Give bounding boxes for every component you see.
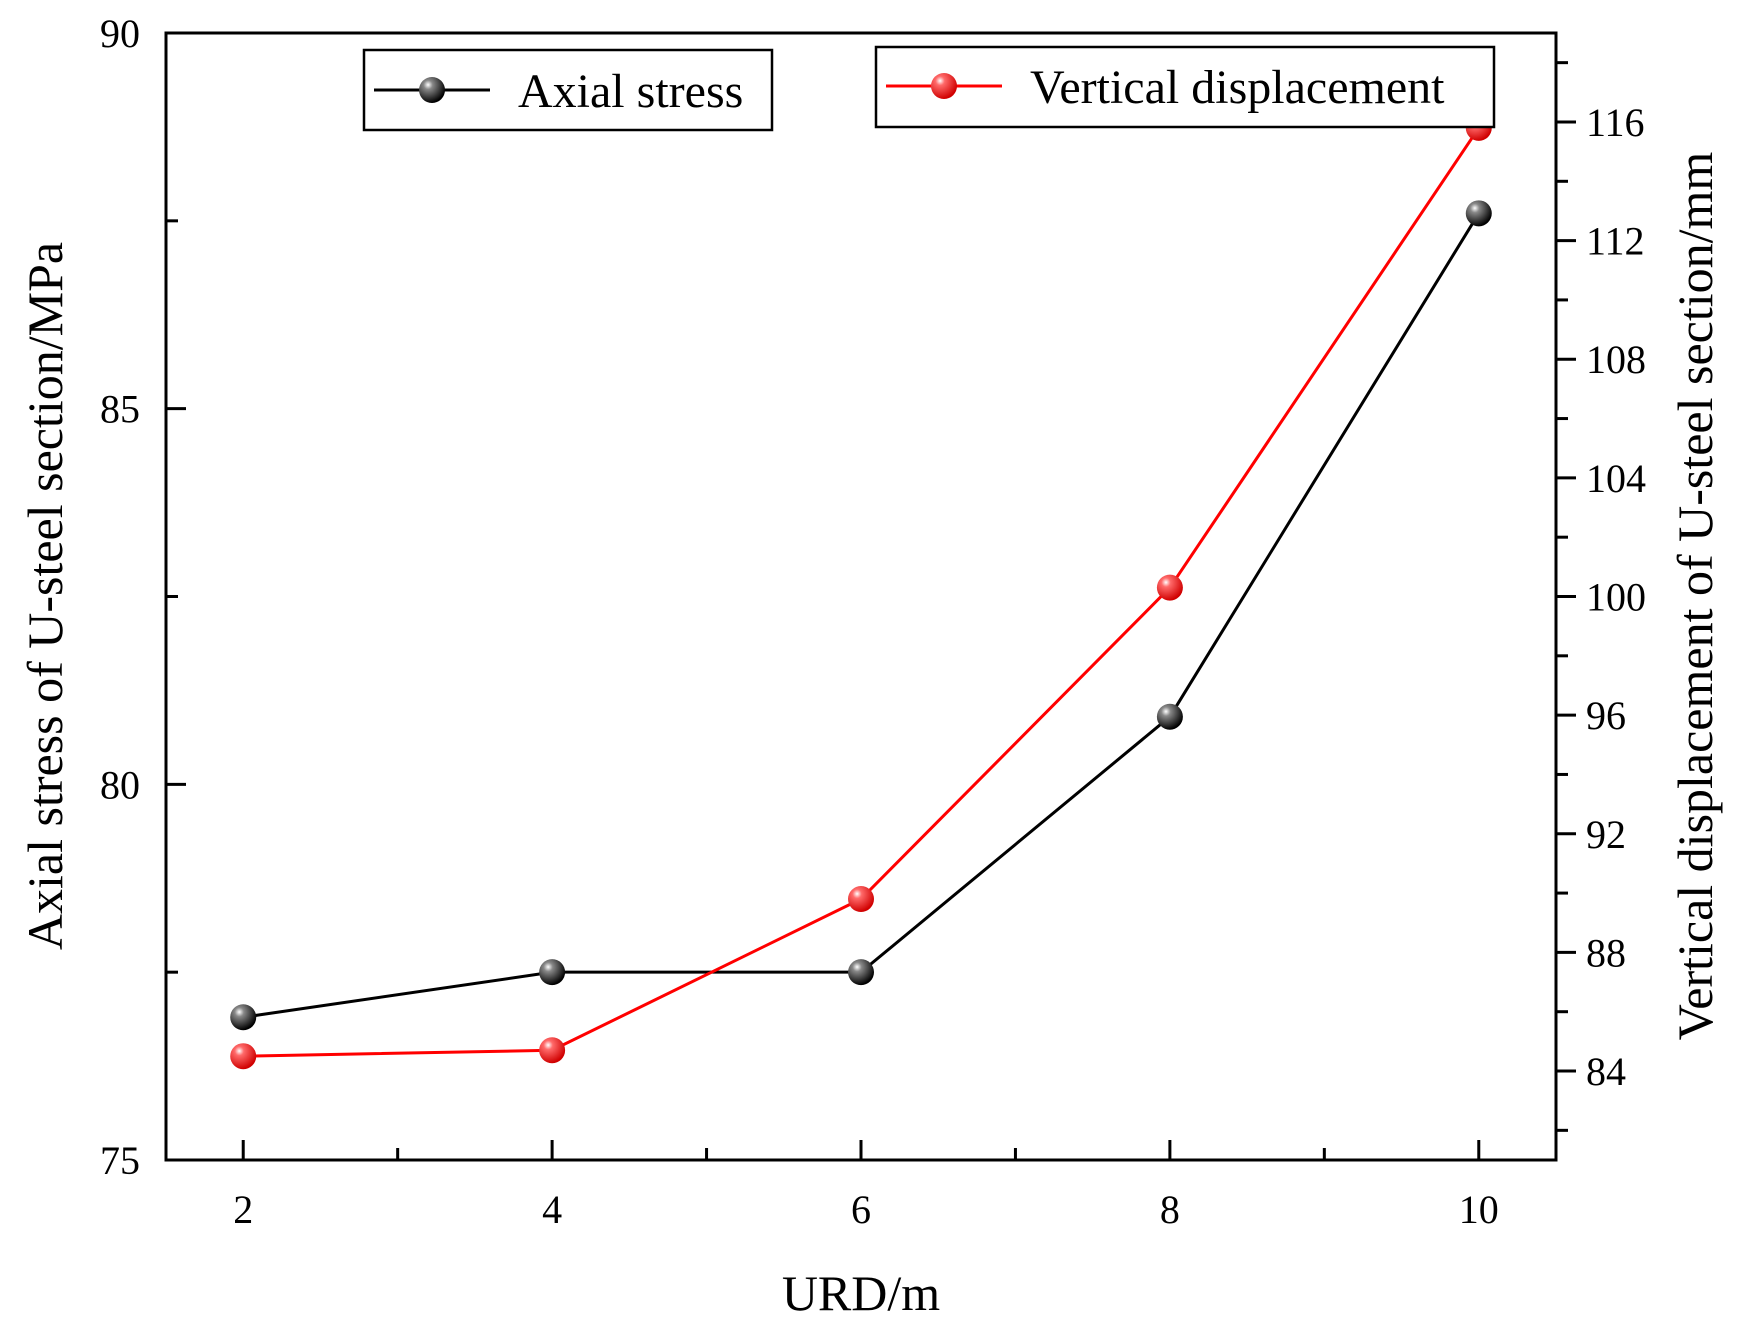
y2-tick-label: 88 — [1586, 930, 1626, 975]
data-point-vertical-displacement-2 — [230, 1043, 257, 1070]
x-tick-label: 10 — [1459, 1187, 1499, 1232]
series-line-vertical-displacement — [243, 127, 1481, 1058]
data-point-vertical-displacement-8 — [1156, 574, 1183, 601]
y-tick-label: 75 — [100, 1138, 140, 1183]
legend-label: Axial stress — [518, 65, 743, 118]
x-tick-label: 8 — [1160, 1187, 1180, 1232]
data-point-axial-stress-8 — [1156, 703, 1183, 730]
tick-labels-layer: 2 4 6 8 10 75 80 85 90 84 88 92 96 100 104 108 112 116 — [100, 11, 1646, 1232]
y2-tick-label: 108 — [1586, 337, 1646, 382]
y-axis-title: Axial stress of U-steel section/MPa — [17, 242, 73, 950]
y-tick-label: 80 — [100, 762, 140, 807]
x-tick-label: 6 — [851, 1187, 871, 1232]
data-point-axial-stress-6 — [848, 959, 874, 986]
legend-vertical-displacement: Vertical displacement — [874, 45, 1496, 129]
data-point-axial-stress-4 — [539, 959, 566, 986]
x-axis-title: URD/m — [782, 1265, 940, 1321]
plot-frame — [164, 31, 1558, 1162]
y2-tick-label: 112 — [1586, 219, 1645, 264]
legend-marker — [419, 77, 445, 103]
y2-tick-label: 84 — [1586, 1049, 1626, 1094]
ticks-layer — [166, 31, 1576, 1162]
series-layer — [230, 114, 1492, 1070]
y-tick-label: 85 — [100, 387, 140, 432]
y2-axis-title: Vertical displacement of U-steel section… — [1667, 152, 1723, 1041]
x-tick-label: 4 — [542, 1187, 562, 1232]
y2-tick-label: 92 — [1586, 812, 1626, 857]
data-point-axial-stress-10 — [1465, 200, 1492, 227]
y-tick-label: 90 — [100, 11, 140, 56]
y2-tick-label: 96 — [1586, 693, 1626, 738]
legend-axial-stress: Axial stress — [362, 48, 774, 132]
y2-tick-label: 104 — [1586, 456, 1646, 501]
data-point-axial-stress-2 — [230, 1004, 257, 1031]
y2-tick-label: 116 — [1586, 100, 1645, 145]
y2-tick-label: 100 — [1586, 575, 1646, 620]
data-point-vertical-displacement-4 — [539, 1037, 566, 1064]
legend-marker — [931, 73, 957, 99]
x-tick-label: 2 — [233, 1187, 253, 1232]
legend-label: Vertical displacement — [1030, 61, 1445, 114]
data-point-vertical-displacement-6 — [848, 886, 874, 913]
